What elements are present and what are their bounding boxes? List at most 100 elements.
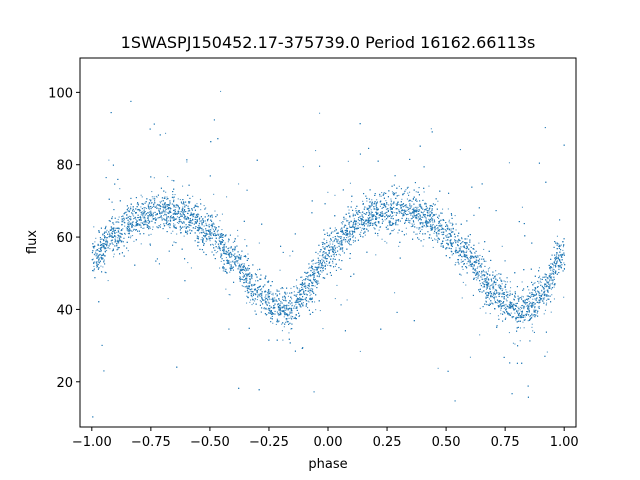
data-point	[368, 220, 370, 222]
data-point	[181, 221, 183, 223]
data-point	[410, 226, 412, 228]
data-point	[483, 278, 485, 280]
data-point	[485, 288, 487, 290]
data-point	[364, 234, 366, 236]
data-point	[312, 282, 314, 284]
data-point	[438, 221, 440, 223]
data-point	[180, 219, 182, 221]
data-point	[183, 235, 185, 237]
data-point	[368, 205, 370, 207]
data-point	[138, 210, 140, 212]
data-point	[405, 189, 407, 191]
data-point	[118, 216, 120, 218]
data-point	[417, 206, 419, 208]
data-point	[256, 299, 258, 301]
data-point	[413, 223, 415, 225]
data-point	[259, 300, 261, 302]
data-point	[316, 269, 318, 271]
data-point	[185, 219, 187, 221]
data-point	[514, 312, 516, 314]
data-point	[247, 274, 249, 276]
data-point	[341, 223, 343, 225]
data-point	[547, 285, 549, 287]
data-point	[421, 229, 423, 231]
data-point	[403, 212, 405, 214]
data-point	[156, 207, 158, 209]
data-point	[166, 196, 168, 198]
data-point	[353, 214, 355, 216]
data-point	[242, 263, 244, 265]
data-point	[308, 288, 310, 290]
data-point	[247, 275, 249, 277]
data-point	[563, 296, 565, 298]
data-point	[479, 334, 481, 336]
data-point	[528, 289, 530, 291]
data-point	[377, 212, 379, 214]
data-point	[544, 286, 546, 288]
data-point	[371, 214, 373, 216]
data-point	[170, 232, 172, 234]
data-point	[349, 225, 351, 227]
data-point	[244, 239, 246, 241]
data-point	[521, 315, 523, 317]
data-point	[405, 206, 407, 208]
data-point	[234, 247, 236, 249]
data-point	[130, 206, 132, 208]
data-point	[504, 305, 506, 307]
data-point	[523, 308, 525, 310]
data-point	[547, 278, 549, 280]
data-point	[419, 222, 421, 224]
data-point	[132, 226, 134, 228]
data-point	[360, 212, 362, 214]
data-point	[105, 237, 107, 239]
data-point	[550, 273, 552, 275]
data-point	[503, 304, 505, 306]
data-point	[174, 194, 176, 196]
data-point	[291, 305, 293, 307]
data-point	[184, 226, 186, 228]
data-point	[305, 275, 307, 277]
data-point	[176, 216, 178, 218]
data-point	[239, 270, 241, 272]
data-point	[438, 217, 440, 219]
data-point	[437, 367, 439, 369]
data-point	[269, 298, 271, 300]
data-point	[98, 250, 100, 252]
data-point	[196, 213, 198, 215]
data-point	[215, 252, 217, 254]
data-point	[370, 213, 372, 215]
data-point	[132, 214, 134, 216]
data-point	[267, 290, 269, 292]
data-point	[170, 215, 172, 217]
data-point	[475, 273, 477, 275]
data-point	[117, 218, 119, 220]
data-point	[494, 284, 496, 286]
data-point	[402, 209, 404, 211]
data-point	[322, 259, 324, 261]
data-point	[282, 339, 284, 341]
data-point	[163, 207, 165, 209]
data-point	[130, 235, 132, 237]
data-point	[245, 278, 247, 280]
data-point	[379, 211, 381, 213]
data-point	[119, 188, 121, 190]
data-point	[265, 294, 267, 296]
data-point	[278, 299, 280, 301]
data-point	[250, 277, 252, 279]
data-point	[226, 196, 228, 198]
data-point	[208, 233, 210, 235]
data-point	[558, 243, 560, 245]
data-point	[233, 261, 235, 263]
data-point	[379, 205, 381, 207]
data-point	[359, 226, 361, 228]
data-point	[131, 230, 133, 232]
data-point	[295, 303, 297, 305]
data-point	[341, 236, 343, 238]
data-point	[388, 204, 390, 206]
data-point	[241, 285, 243, 287]
data-point	[159, 201, 161, 203]
data-point	[505, 289, 507, 291]
data-point	[301, 276, 303, 278]
data-point	[144, 207, 146, 209]
